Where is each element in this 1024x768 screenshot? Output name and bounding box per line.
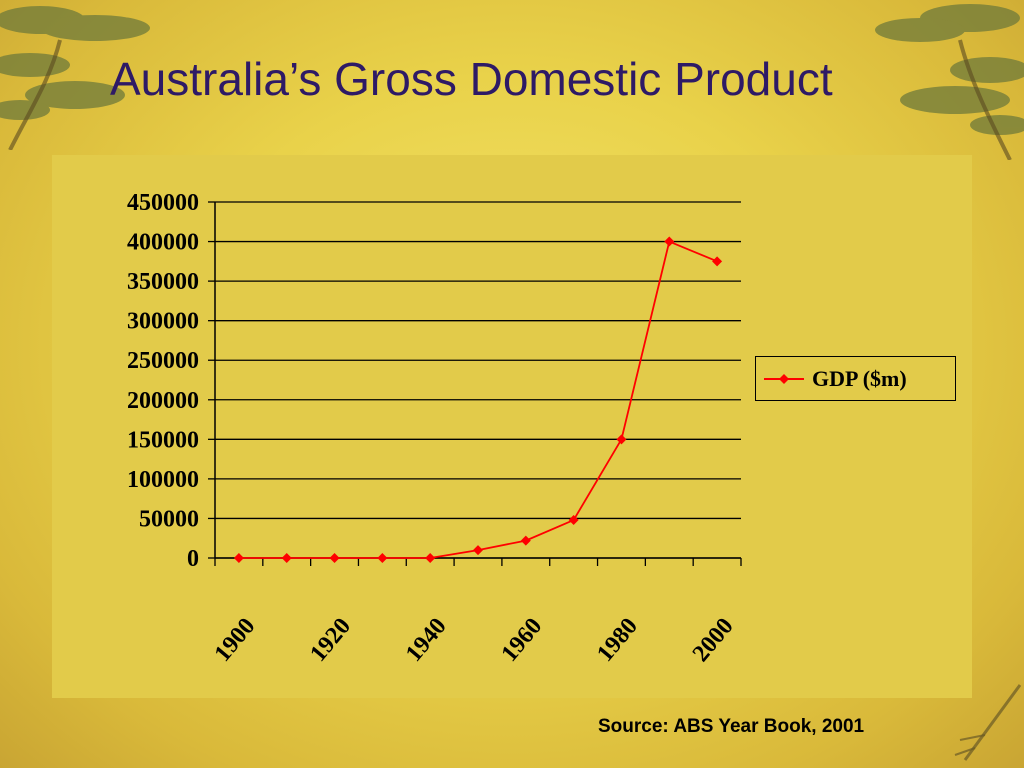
- data-point-marker: [281, 553, 292, 563]
- y-tick-label: 350000: [127, 269, 199, 295]
- y-tick-label: 400000: [127, 230, 199, 256]
- y-tick-label: 50000: [139, 506, 199, 532]
- series-gdp: [233, 236, 723, 563]
- data-point-marker: [712, 256, 723, 267]
- x-tick-label: 1960: [497, 613, 548, 666]
- x-tick-label: 1900: [210, 613, 261, 666]
- y-tick-label: 300000: [127, 309, 199, 335]
- data-point-marker: [520, 535, 531, 546]
- legend-label: GDP ($m): [812, 365, 907, 391]
- data-point-marker: [233, 553, 244, 563]
- y-tick-label: 200000: [127, 388, 199, 414]
- branch-decoration-icon: [954, 684, 1022, 761]
- data-point-marker: [377, 553, 388, 563]
- data-point-marker: [329, 553, 340, 563]
- tick-labels: 0 50000 100000 150000 200000 250000 300000 3500…: [127, 190, 739, 667]
- data-point-marker: [568, 515, 579, 526]
- chart-panel: [52, 155, 972, 698]
- gridlines: [215, 201, 741, 559]
- data-point-marker: [473, 545, 483, 556]
- axes: [208, 201, 742, 566]
- data-point-marker: [425, 553, 436, 563]
- tree-decoration-right-icon: [875, 4, 1024, 160]
- x-tick-label: 1980: [592, 613, 643, 666]
- data-point-marker: [616, 434, 627, 445]
- slide-title: Australia’s Gross Domestic Product: [110, 53, 833, 105]
- y-tick-label: 150000: [127, 427, 199, 453]
- tree-decoration-left-icon: [0, 6, 150, 150]
- x-tick-label: 1920: [305, 613, 356, 666]
- y-tick-label: 250000: [127, 348, 199, 374]
- y-tick-label: 450000: [127, 190, 199, 216]
- x-tick-label: 1940: [401, 613, 452, 666]
- y-tick-label: 100000: [127, 467, 199, 493]
- y-tick-label: 0: [187, 546, 199, 572]
- source-note: Source: ABS Year Book, 2001: [598, 716, 865, 737]
- data-point-marker: [664, 236, 675, 247]
- chart-legend: GDP ($m): [755, 356, 956, 401]
- x-tick-label: 2000: [688, 613, 739, 666]
- legend-line-diamond-icon: [764, 373, 804, 384]
